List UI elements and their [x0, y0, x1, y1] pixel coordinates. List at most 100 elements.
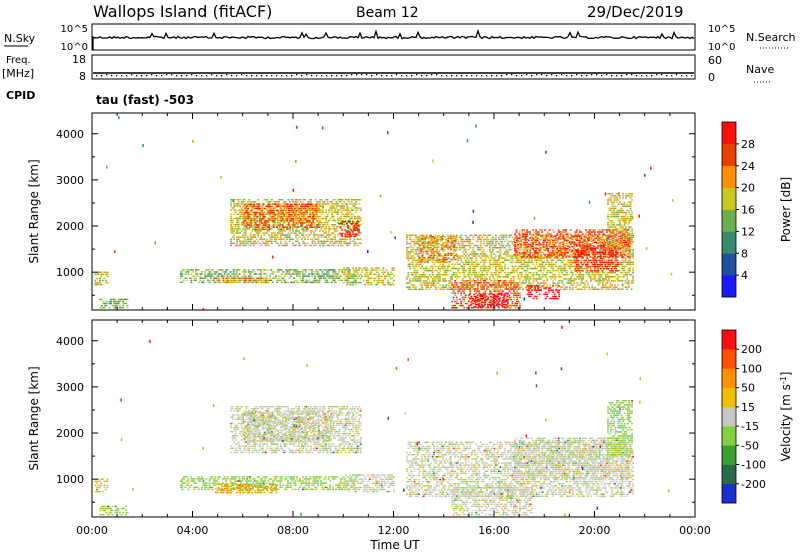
nave-dot [211, 74, 213, 76]
colorbar-label: Velocity [m s-1] [779, 372, 794, 462]
y-tick-label: 3000 [56, 174, 84, 187]
nave-dot [151, 74, 153, 76]
nave-dot [176, 75, 178, 77]
nave-dot [186, 75, 188, 77]
nave-dot [526, 74, 528, 76]
y-tick-label: 3000 [56, 381, 84, 394]
nave-dot [251, 75, 253, 77]
nave-dot [521, 75, 523, 77]
nave-dot [366, 74, 368, 76]
nave-dot [121, 75, 123, 77]
nave-dot [156, 75, 158, 77]
nave-dot [301, 75, 303, 77]
colorbar-swatch [722, 330, 736, 350]
colorbar-swatch [722, 368, 736, 388]
nave-dot [221, 75, 223, 77]
nave-dot [661, 74, 663, 76]
colorbar-label: Power [dB] [779, 177, 793, 242]
nave-tick-bottom: 0 [708, 71, 715, 84]
nsky-label: N.Sky [4, 32, 36, 45]
nave-dot [111, 75, 113, 77]
colorbar-swatch [722, 253, 736, 276]
date-title: 29/Dec/2019 [587, 3, 683, 21]
nave-dot [551, 74, 553, 76]
nave-dot [676, 74, 678, 76]
nave-dot [131, 74, 133, 76]
nave-dot [546, 75, 548, 77]
colorbar-tick-label: 15 [741, 401, 755, 414]
colorbar-swatch [722, 143, 736, 167]
nave-dot [396, 74, 398, 76]
colorbar-tick-label: 28 [741, 138, 755, 151]
nave-dot [476, 75, 478, 77]
nave-dot [391, 75, 393, 77]
nave-dot [536, 74, 538, 76]
cpid-text: tau (fast) -503 [96, 93, 194, 107]
nave-dot [671, 75, 673, 77]
nave-dot [591, 74, 593, 76]
nave-dot [586, 75, 588, 77]
beam-title: Beam 12 [356, 5, 419, 21]
nave-dot [516, 75, 518, 77]
nave-dot [136, 75, 138, 77]
nave-dot [596, 74, 598, 76]
nave-dot [386, 75, 388, 77]
nave-dot [576, 74, 578, 76]
nave-dot [486, 75, 488, 77]
colorbar-swatch [722, 445, 736, 465]
colorbar-swatch [722, 209, 736, 232]
nave-dot [276, 75, 278, 77]
nave-dot [421, 75, 423, 77]
y-tick-label: 2000 [56, 220, 84, 233]
nave-dot [416, 74, 418, 76]
nave-dot [401, 75, 403, 77]
nave-dot [541, 74, 543, 76]
nave-dot [656, 74, 658, 76]
colorbar-swatch [722, 406, 736, 427]
nave-dot [491, 75, 493, 77]
x-tick-label: 00:00 [76, 524, 108, 537]
nave-dot [126, 75, 128, 77]
x-tick-label: 08:00 [277, 524, 309, 537]
nave-dot [511, 74, 513, 76]
nave-dot [461, 75, 463, 77]
colorbar-swatch [722, 349, 736, 369]
nave-dot [456, 75, 458, 77]
nsky-trace [92, 28, 695, 50]
nave-dots [96, 74, 693, 77]
nave-dot [231, 75, 233, 77]
y-tick-label: 4000 [56, 335, 84, 348]
nave-dot [291, 75, 293, 77]
nave-dot [606, 74, 608, 76]
nave-dot [316, 75, 318, 77]
nave-dot [191, 74, 193, 76]
nave-dot [141, 75, 143, 77]
nave-tick-top: 60 [708, 54, 722, 67]
nave-dot [436, 74, 438, 76]
velocity-panel: 1000 2000 3000 4000 Slant Range [km] 00:00 04:… [27, 319, 711, 537]
nave-dot [311, 75, 313, 77]
colorbar-tick-label: 200 [741, 343, 762, 356]
nave-dot [431, 74, 433, 76]
nave-dot [641, 75, 643, 77]
nave-dot [261, 75, 263, 77]
nave-dot [561, 74, 563, 76]
nave-dot [336, 75, 338, 77]
nave-dot [611, 75, 613, 77]
nave-dot [241, 74, 243, 76]
nave-dot [481, 75, 483, 77]
nave-dot [286, 75, 288, 77]
scatter-cells [94, 116, 674, 311]
nave-dot [201, 75, 203, 77]
nave-label: Nave [746, 63, 774, 76]
nave-dot [621, 75, 623, 77]
nave-dot [161, 75, 163, 77]
nave-dot [346, 75, 348, 77]
nave-dot [471, 75, 473, 77]
nave-dot [496, 75, 498, 77]
nave-dot [636, 75, 638, 77]
nsearch-label: N.Search [746, 31, 796, 44]
nave-dot [556, 75, 558, 77]
nave-dot [361, 74, 363, 76]
nave-dot [246, 75, 248, 77]
